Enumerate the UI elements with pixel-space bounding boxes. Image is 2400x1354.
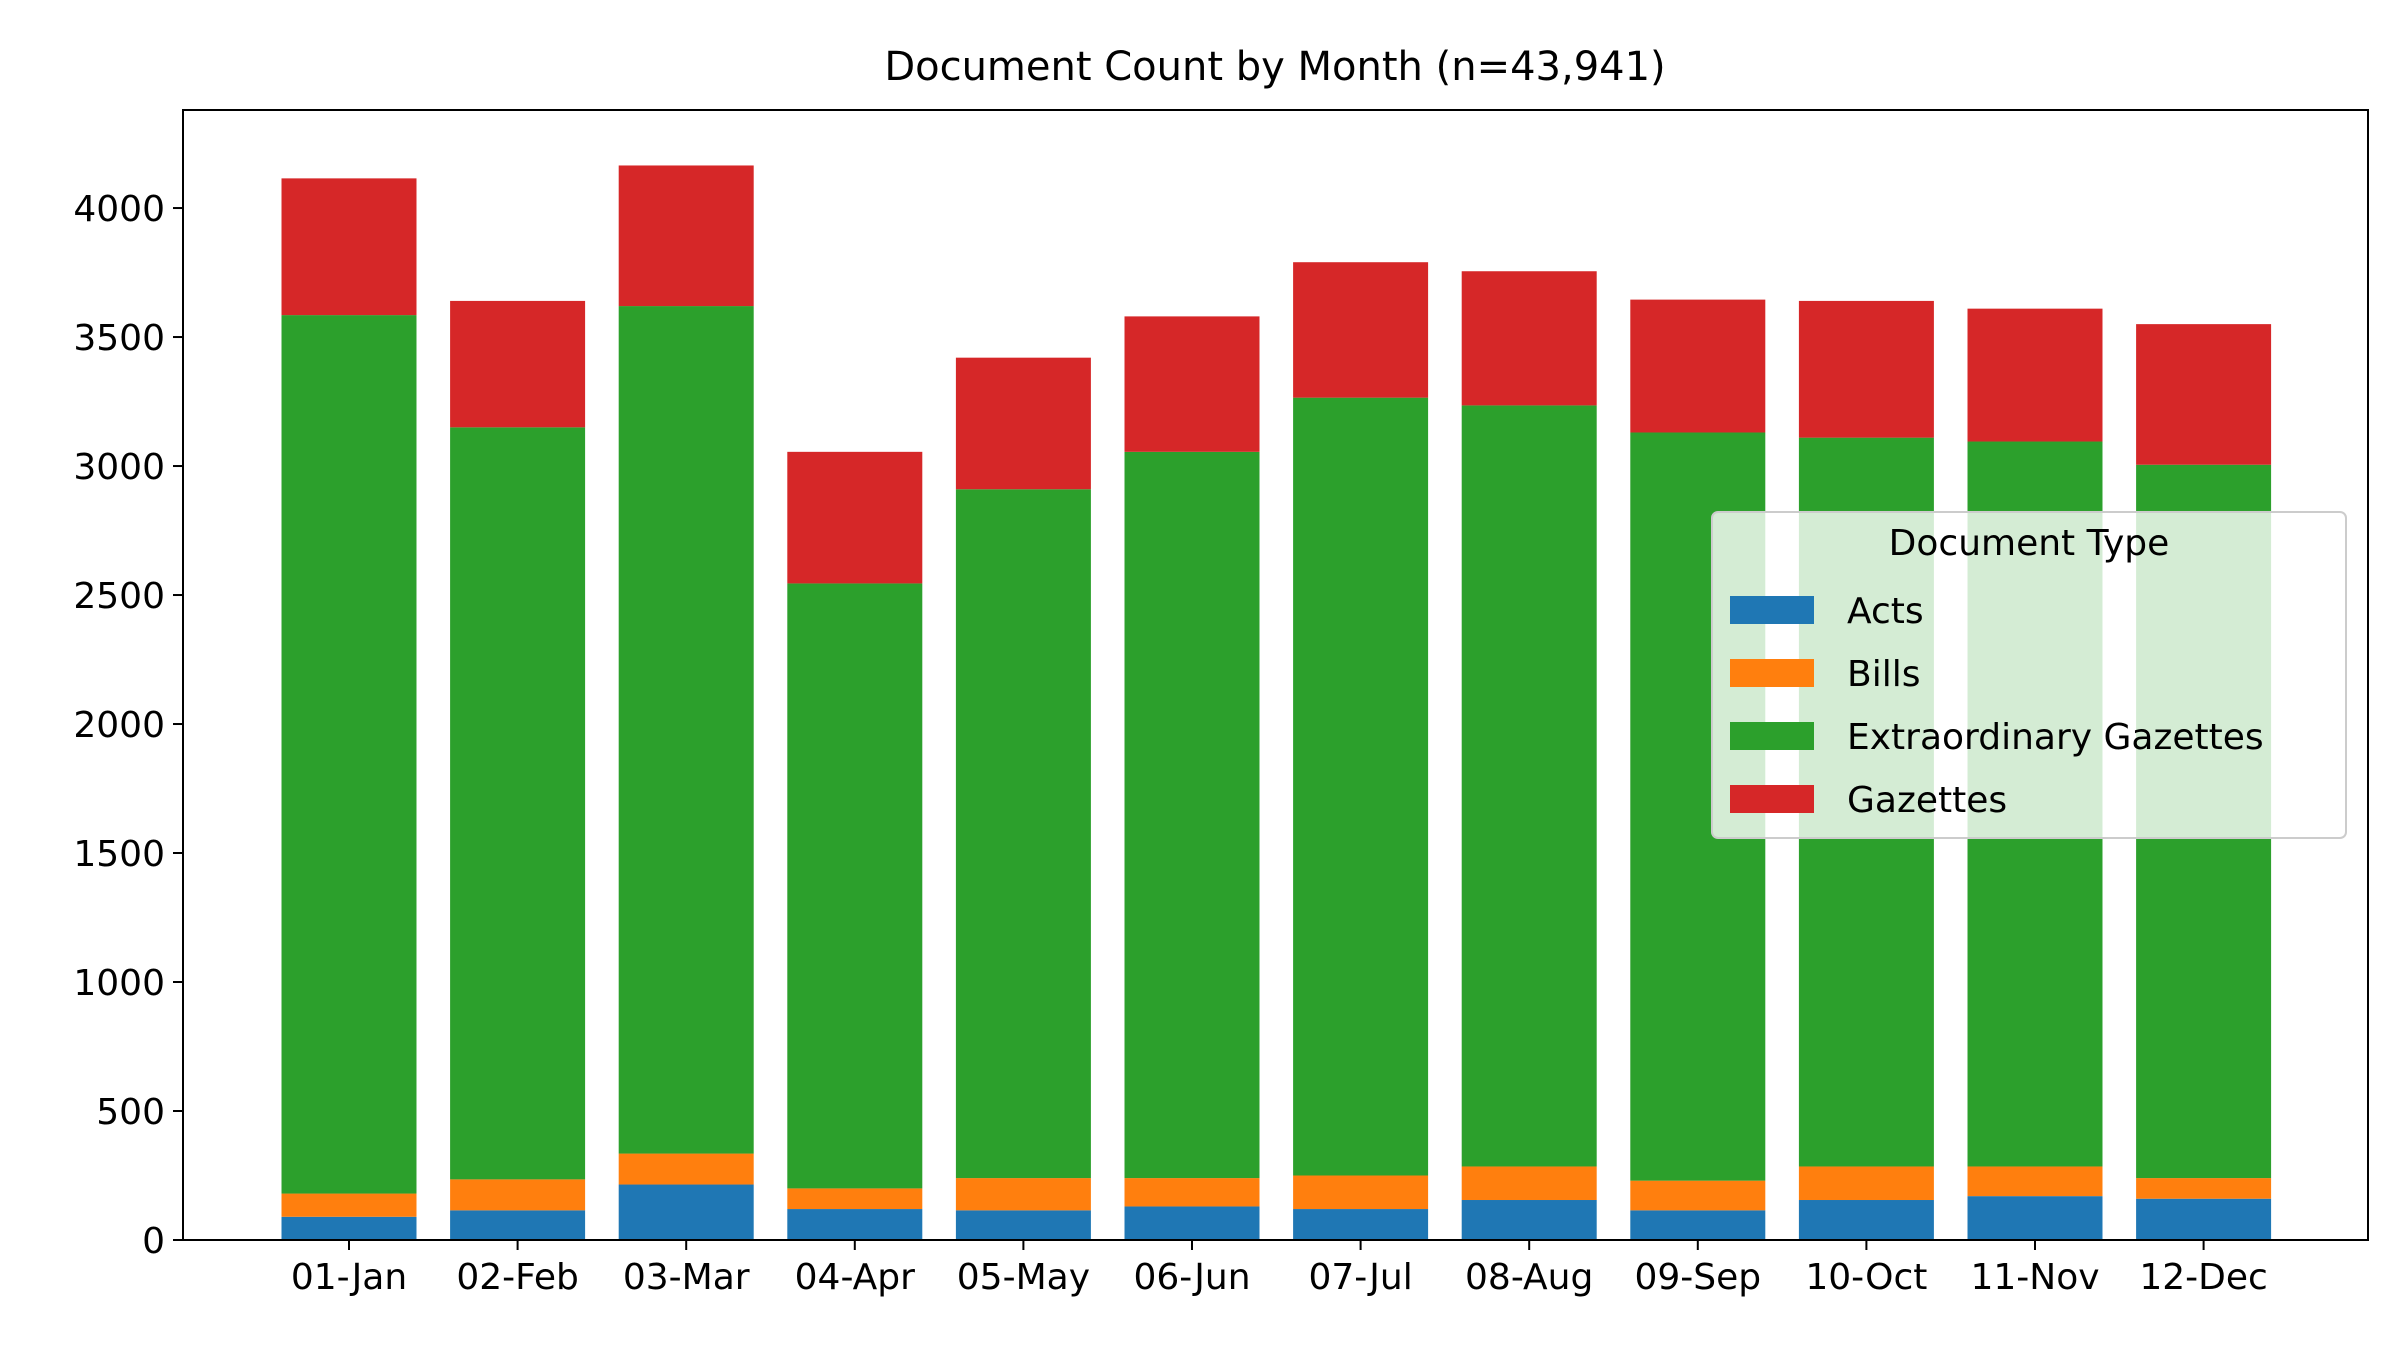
bar-segment-bills [450,1179,586,1211]
bar-segment-acts [1630,1210,1766,1240]
y-tick-label: 1000 [73,963,165,1004]
bar-segment-gazettes [1967,308,2103,442]
bar-segment-acts [450,1210,586,1240]
bar-segment-gazettes [618,165,754,307]
legend-title: Document Type [1889,523,2170,564]
bar-segment-bills [2136,1178,2272,1199]
bar-segment-extraordinary-gazettes [1293,397,1429,1176]
x-tick-label: 01-Jan [291,1257,407,1298]
y-tick-label: 3500 [73,318,165,359]
bar-segment-acts [1967,1196,2103,1240]
x-tick-label: 09-Sep [1634,1257,1761,1298]
bar-segment-extraordinary-gazettes [281,315,417,1194]
bar-segment-acts [787,1209,923,1240]
legend-box [1711,511,2347,839]
bar-segment-bills [955,1178,1091,1211]
x-tick-label: 03-Mar [623,1257,750,1298]
legend-swatch [1730,659,1814,687]
bar-segment-acts [1293,1209,1429,1240]
x-tick-label: 12-Dec [2139,1257,2267,1298]
bar-segment-gazettes [281,178,417,316]
bar-segment-bills [1798,1166,1934,1201]
x-tick-label: 08-Aug [1465,1257,1593,1298]
y-tick-label: 2000 [73,705,165,746]
x-tick-label: 05-May [957,1257,1090,1298]
bar-segment-gazettes [1630,299,1766,433]
bar-segment-acts [1124,1206,1260,1240]
plot-frame [182,109,2369,1241]
bar-segment-gazettes [2136,324,2272,465]
bar-segment-bills [1124,1178,1260,1207]
chart-title: Document Count by Month (n=43,941) [884,44,1665,90]
axes-layer: 0 500 1000 1500 2000 2500 3000 3500 4000 01-Jan 02… [73,109,2369,1298]
y-tick-label: 1500 [73,834,165,875]
y-tick-label: 3000 [73,447,165,488]
bar-segment-gazettes [1293,262,1429,398]
y-tick-label: 500 [96,1092,165,1133]
legend-label: Bills [1847,654,1920,695]
bar-segment-acts [618,1184,754,1240]
x-tick-label: 06-Jun [1133,1257,1250,1298]
bar-segment-gazettes [787,451,923,584]
legend-label: Acts [1847,591,1924,632]
legend-swatch [1730,785,1814,813]
legend-label: Gazettes [1847,780,2007,821]
bar-segment-extraordinary-gazettes [1124,451,1260,1179]
x-tick-label: 04-Apr [795,1257,915,1298]
bar-segment-extraordinary-gazettes [618,306,754,1154]
bar-segment-bills [1293,1175,1429,1210]
legend-swatch [1730,596,1814,624]
bar-segment-gazettes [1461,271,1597,406]
bar-segment-extraordinary-gazettes [787,583,923,1189]
bar-segment-bills [1461,1166,1597,1201]
legend: Document Type Acts Bills Extraordinary Gaze… [1711,511,2347,839]
bar-segment-acts [281,1216,417,1240]
bar-segment-bills [1630,1180,1766,1211]
x-tick-label: 02-Feb [456,1257,579,1298]
bar-segment-bills [281,1193,417,1217]
bar-segment-bills [787,1188,923,1210]
bar-segment-bills [618,1153,754,1185]
y-tick-label: 2500 [73,576,165,617]
bar-segment-extraordinary-gazettes [450,427,586,1180]
bar-segment-extraordinary-gazettes [955,489,1091,1179]
x-tick-label: 07-Jul [1308,1257,1412,1298]
x-tick-label: 11-Nov [1970,1257,2099,1298]
bar-segment-gazettes [1124,316,1260,452]
bar-segment-acts [1798,1200,1934,1240]
bar-segment-acts [955,1210,1091,1240]
bar-segment-acts [1461,1200,1597,1240]
bar-segment-gazettes [1798,300,1934,438]
bar-segment-acts [2136,1198,2272,1240]
legend-swatch [1730,722,1814,750]
bar-segment-gazettes [955,357,1091,490]
bar-segment-extraordinary-gazettes [1461,405,1597,1167]
y-tick-label: 0 [142,1221,165,1262]
bar-segment-gazettes [450,300,586,428]
legend-label: Extraordinary Gazettes [1847,717,2264,758]
bar-segment-bills [1967,1166,2103,1197]
y-tick-label: 4000 [73,189,165,230]
x-tick-label: 10-Oct [1805,1257,1927,1298]
